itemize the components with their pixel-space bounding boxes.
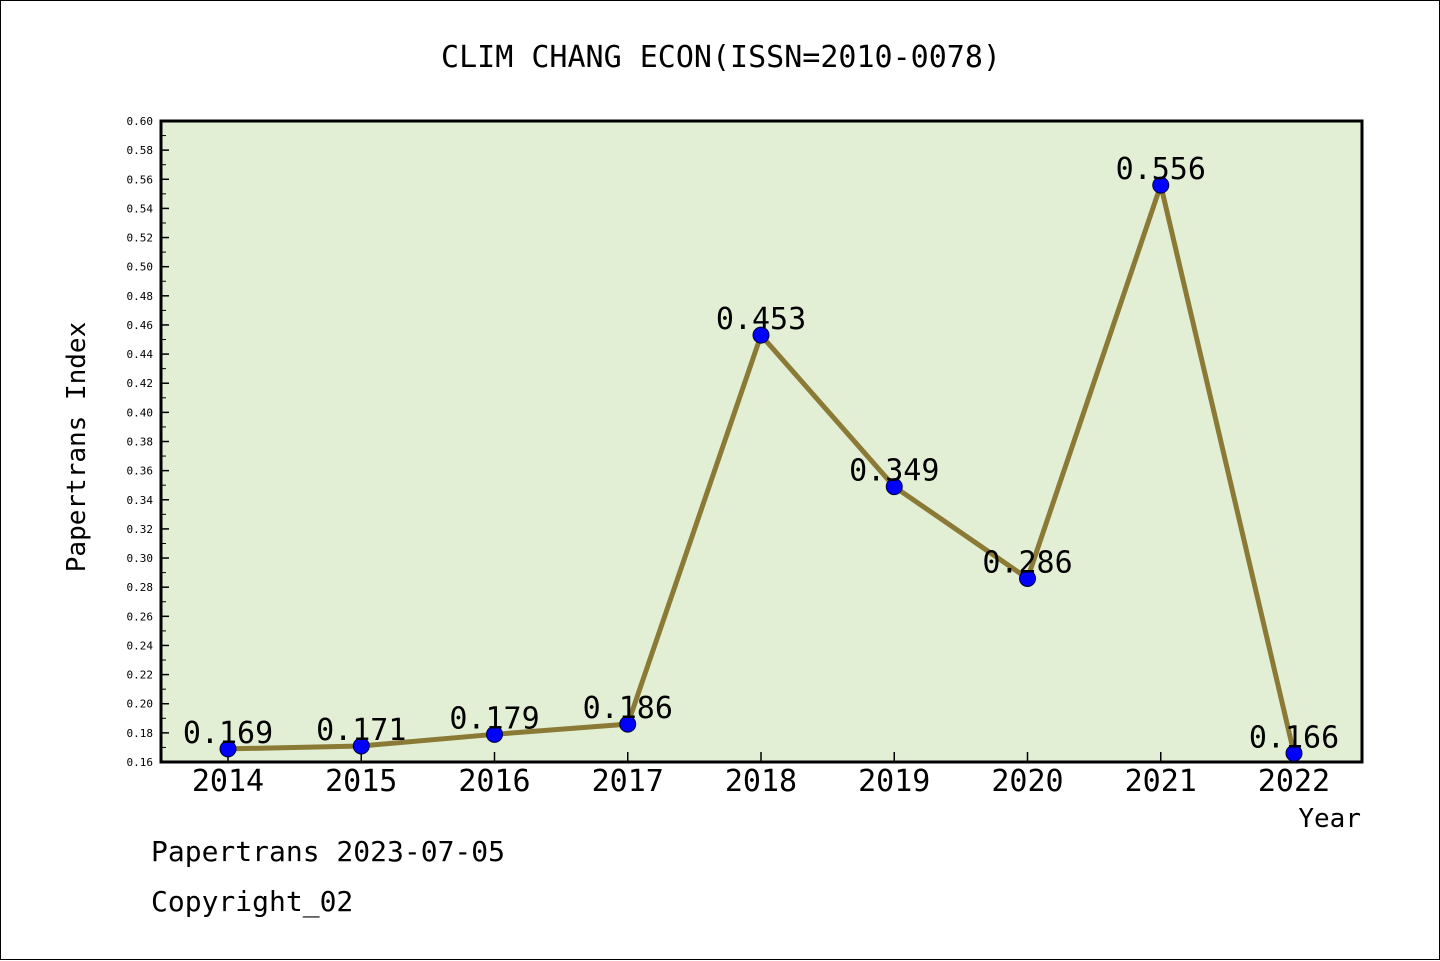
x-tick-label: 2015 <box>325 764 397 799</box>
data-point-2018 <box>752 326 770 344</box>
y-tick-label: 0.38 <box>127 436 154 449</box>
x-tick-label: 2017 <box>592 764 664 799</box>
y-axis: 0.16 0.18 0.20 0.22 0.24 0.26 0.28 0.30 0.32 0.34… <box>127 115 169 769</box>
data-label-2017: 0.186 <box>583 691 673 726</box>
x-axis: 2014 2015 2016 2017 2018 2019 2020 2021 2022 <box>192 752 1330 799</box>
data-label-2019: 0.349 <box>849 454 939 489</box>
y-tick-label: 0.60 <box>127 115 154 128</box>
data-point-2017 <box>619 715 637 733</box>
x-tick-label: 2019 <box>858 764 930 799</box>
x-tick-label: 2018 <box>725 764 797 799</box>
chart-title: CLIM CHANG ECON(ISSN=2010-0078) <box>441 40 1001 75</box>
data-points <box>219 176 1303 762</box>
data-label-2014: 0.169 <box>183 716 273 751</box>
y-tick-label: 0.28 <box>127 581 154 594</box>
data-label-2016: 0.179 <box>449 701 539 736</box>
data-label-2020: 0.286 <box>982 545 1072 580</box>
x-tick-label: 2016 <box>458 764 530 799</box>
y-axis-label: Papertrans Index <box>62 322 92 572</box>
y-tick-label: 0.48 <box>127 290 154 303</box>
y-tick-label: 0.32 <box>127 523 154 536</box>
y-tick-label: 0.34 <box>127 494 154 507</box>
y-tick-label: 0.42 <box>127 377 154 390</box>
x-tick-label: 2022 <box>1258 764 1330 799</box>
footer-date: Papertrans 2023-07-05 <box>151 835 506 868</box>
x-tick-label: 2014 <box>192 764 264 799</box>
footer-copyright: Copyright_02 <box>151 885 354 918</box>
data-point-2022 <box>1285 744 1303 762</box>
y-tick-label: 0.26 <box>127 610 154 623</box>
data-label-2021: 0.556 <box>1116 152 1206 187</box>
data-point-2020 <box>1019 569 1036 587</box>
data-label-2022: 0.166 <box>1249 720 1339 755</box>
data-labels: 0.169 0.171 0.179 0.186 0.453 0.349 0.286 0.556… <box>183 152 1339 755</box>
data-point-2014 <box>219 740 237 758</box>
y-tick-label: 0.52 <box>127 232 154 245</box>
x-tick-label: 2020 <box>991 764 1063 799</box>
y-tick-label: 0.30 <box>127 552 154 565</box>
y-tick-label: 0.44 <box>127 348 154 361</box>
y-tick-label: 0.56 <box>127 173 154 186</box>
y-tick-label: 0.24 <box>127 639 154 652</box>
data-label-2015: 0.171 <box>316 713 406 748</box>
data-label-2018: 0.453 <box>716 302 806 337</box>
y-tick-label: 0.46 <box>127 319 154 332</box>
x-tick-label: 2021 <box>1125 764 1197 799</box>
data-point-2015 <box>352 737 370 755</box>
y-tick-label: 0.50 <box>127 261 154 274</box>
y-tick-label: 0.54 <box>127 202 154 215</box>
y-tick-label: 0.16 <box>127 756 154 769</box>
y-tick-label: 0.18 <box>127 727 154 740</box>
data-point-2016 <box>486 725 503 743</box>
y-tick-label: 0.20 <box>127 698 154 711</box>
y-tick-label: 0.40 <box>127 406 154 419</box>
data-point-2021 <box>1152 176 1170 194</box>
y-tick-label: 0.22 <box>127 669 154 682</box>
y-tick-label: 0.36 <box>127 465 154 478</box>
data-point-2019 <box>885 478 903 496</box>
y-tick-label: 0.58 <box>127 144 154 157</box>
plot-area <box>159 119 1364 764</box>
x-axis-label: Year <box>1298 804 1361 834</box>
